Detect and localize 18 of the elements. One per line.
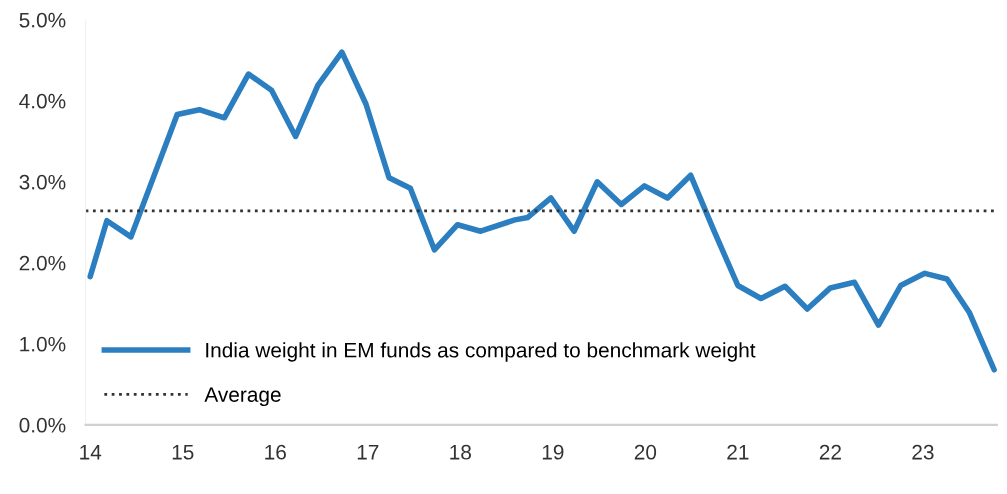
y-tick-label: 4.0% [19, 93, 66, 109]
y-tick-label: 1.0% [20, 336, 66, 352]
x-tick-label: 17 [357, 445, 379, 460]
x-tick-label: 19 [542, 444, 564, 460]
x-tick-label: 20 [634, 444, 657, 460]
legend-label: India weight in EM funds as compared to benchmark weight [206, 342, 756, 362]
y-tick-label: 3.0% [19, 174, 66, 190]
legend-label: Average [204, 387, 281, 407]
x-tick-label: 22 [819, 444, 841, 460]
x-tick-label: 15 [172, 445, 194, 460]
x-tick-label: 21 [727, 444, 749, 460]
x-tick-label: 14 [80, 445, 102, 460]
x-tick-label: 18 [450, 444, 471, 460]
x-tick-label: 16 [265, 444, 286, 460]
y-tick-label: 5.0% [19, 12, 66, 28]
y-tick-label: 0.0% [19, 417, 66, 433]
x-tick-label: 23 [912, 444, 934, 460]
y-tick-label: 2.0% [19, 255, 66, 271]
